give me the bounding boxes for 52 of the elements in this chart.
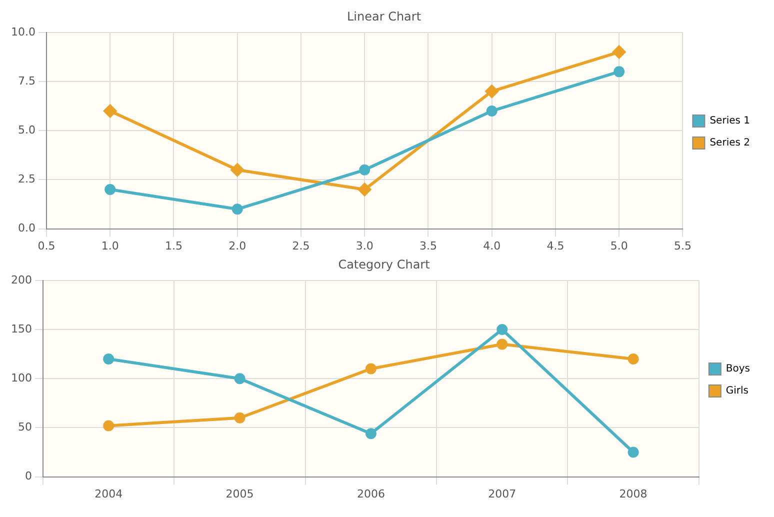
point — [232, 204, 243, 215]
x-tick-label: 3.0 — [356, 239, 374, 252]
x-tick-label: 2008 — [619, 487, 648, 500]
y-tick-label: 100 — [10, 371, 32, 384]
x-tick-label: 4.5 — [546, 239, 564, 252]
point — [103, 420, 114, 432]
point — [358, 183, 372, 196]
point — [496, 338, 508, 350]
point — [234, 412, 246, 424]
point — [365, 363, 376, 374]
x-tick-label: 2.0 — [228, 239, 246, 252]
x-tick-label: 0.5 — [38, 239, 56, 252]
y-tick-label: 200 — [10, 273, 32, 286]
y-tick-label: 150 — [10, 322, 32, 336]
legend-label: Series 1 — [710, 116, 750, 127]
x-tick-label: 2.5 — [292, 239, 310, 252]
legend-label: Girls — [726, 386, 749, 397]
x-tick-label: 2006 — [356, 487, 385, 500]
y-tick-label: 2.5 — [18, 172, 36, 186]
x-tick-label: 5.0 — [610, 239, 628, 252]
x-tick-label: 5.5 — [674, 239, 692, 252]
point — [234, 373, 246, 384]
point — [486, 105, 498, 116]
point — [104, 184, 116, 196]
x-tick-label: 2004 — [94, 487, 123, 500]
legend-label: Boys — [726, 364, 750, 375]
x-tick-label: 1.0 — [101, 239, 119, 252]
point — [230, 163, 244, 176]
point — [103, 353, 114, 364]
y-tick-label: 7.5 — [18, 74, 36, 88]
legend-label: Series 2 — [710, 138, 750, 149]
point — [365, 428, 376, 440]
y-tick-label: 50 — [18, 420, 32, 434]
y-tick-label: 0 — [24, 470, 32, 483]
chart-title: Linear Chart — [346, 9, 422, 24]
y-tick-label: 10.0 — [10, 25, 36, 38]
x-tick-label: 1.5 — [164, 239, 182, 252]
point — [359, 164, 370, 176]
x-tick-label: 2005 — [226, 487, 254, 500]
y-tick-label: 5.0 — [18, 123, 36, 136]
point — [614, 66, 625, 78]
point — [485, 84, 498, 98]
x-tick-label: 3.5 — [419, 239, 437, 252]
y-tick-label: 0.0 — [18, 222, 36, 235]
point — [104, 104, 117, 118]
chart-title: Category Chart — [338, 257, 430, 272]
x-tick-label: 2007 — [488, 487, 516, 500]
point — [612, 46, 626, 59]
point — [496, 324, 508, 335]
x-tick-label: 4.0 — [483, 239, 501, 252]
point — [628, 446, 639, 458]
point — [628, 353, 639, 364]
